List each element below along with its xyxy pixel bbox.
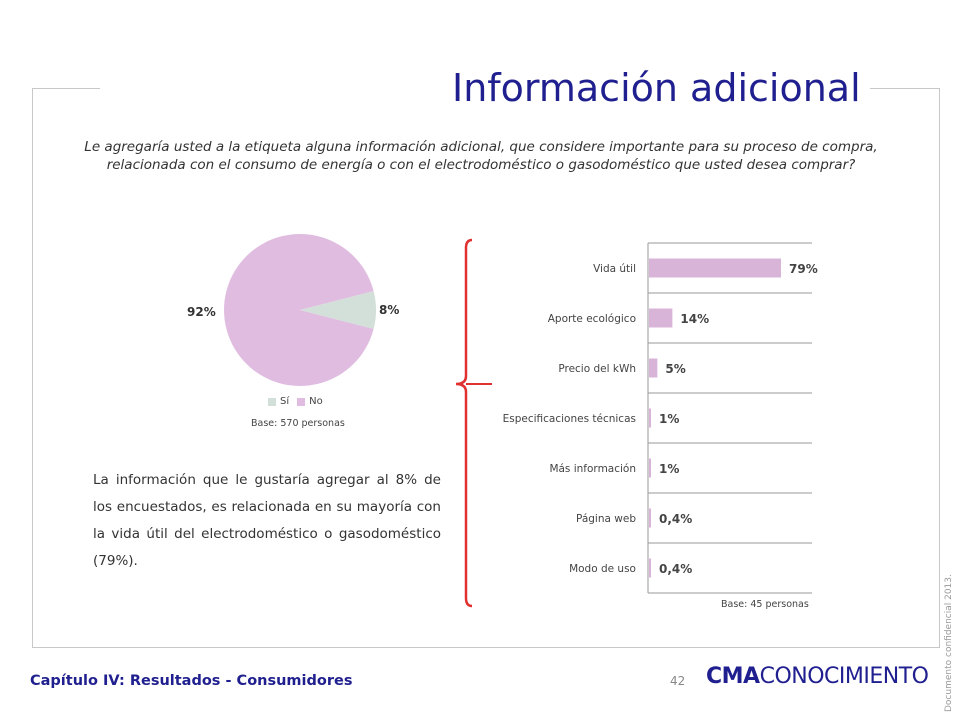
bar-6	[649, 558, 651, 578]
value-label-5: 0,4%	[659, 512, 692, 526]
bar-base-note: Base: 45 personas	[721, 599, 809, 610]
legend-swatch-si	[268, 397, 276, 406]
bracket-decoration	[455, 238, 492, 608]
chapter-label: Capítulo IV: Resultados - Consumidores	[30, 673, 353, 689]
frame-top-left	[32, 88, 100, 89]
legend-label-no: No	[309, 396, 323, 407]
value-label-0: 79%	[789, 262, 818, 276]
pie-chart	[224, 234, 376, 386]
category-label-5: Página web	[576, 513, 636, 525]
frame-top-right	[870, 88, 940, 89]
pie-slice-si	[300, 291, 376, 329]
bar-2	[649, 358, 658, 378]
bar-1	[649, 308, 673, 328]
value-label-4: 1%	[659, 462, 679, 476]
pie-label-si: 8%	[379, 303, 400, 317]
legend-swatch-no	[297, 397, 306, 406]
category-label-2: Precio del kWh	[558, 363, 636, 375]
survey-question: Le agregaría usted a la etiqueta alguna …	[84, 139, 878, 173]
legend-label-si: Sí	[280, 396, 290, 407]
pie-slice-no	[224, 234, 374, 386]
category-label-1: Aporte ecológico	[548, 313, 636, 325]
bar-5	[649, 508, 651, 528]
category-label-4: Más información	[549, 463, 636, 475]
value-label-2: 5%	[665, 362, 685, 376]
value-label-3: 1%	[659, 412, 679, 426]
pie-legend: Sí No	[268, 396, 323, 407]
bar-4	[649, 458, 651, 478]
frame-left	[32, 88, 33, 648]
category-label-3: Especificaciones técnicas	[503, 413, 636, 425]
bar-0	[649, 258, 781, 278]
pie-label-no: 92%	[187, 305, 216, 319]
value-label-1: 14%	[680, 312, 709, 326]
category-label-0: Vida útil	[593, 263, 636, 275]
brand-logo: CMACONOCIMIENTO	[706, 664, 929, 689]
bar-chart: Vida útil 79% Aporte ecológico 14% Precio de…	[503, 242, 818, 594]
frame-right	[939, 88, 940, 648]
page-number: 42	[670, 674, 686, 688]
bar-3	[649, 408, 651, 428]
value-label-6: 0,4%	[659, 562, 692, 576]
pie-base-note: Base: 570 personas	[251, 418, 345, 429]
confidential-note: Documento confidencial 2013.	[944, 574, 954, 712]
summary-paragraph: La información que le gustaría agregar a…	[93, 472, 441, 569]
category-label-6: Modo de uso	[569, 563, 636, 575]
frame-bottom	[32, 647, 940, 648]
page-title: Información adicional	[452, 66, 861, 110]
